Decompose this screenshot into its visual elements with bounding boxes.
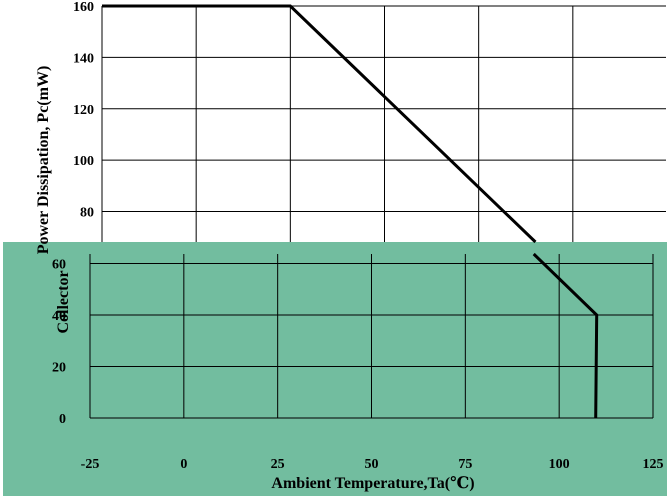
x-axis-label: Ambient Temperature,Ta(℃) — [271, 475, 474, 492]
y-tick-label: 80 — [80, 206, 94, 221]
vertical-gridlines — [89, 6, 654, 418]
y-tick-label: 40 — [52, 309, 66, 324]
y-tick-labels: 0 20 40 60 80 100 120 140 160 — [52, 0, 94, 427]
y-tick-label: 0 — [59, 412, 66, 427]
y-tick-label: 20 — [52, 361, 66, 376]
y-tick-label: 120 — [73, 103, 94, 118]
y-tick-label: 160 — [73, 0, 94, 15]
x-tick-label: 125 — [643, 457, 664, 472]
x-tick-label: 25 — [271, 457, 285, 472]
derating-curve — [102, 4, 599, 419]
x-tick-label: 0 — [180, 457, 187, 472]
x-tick-labels: -25 0 25 50 75 100 125 — [81, 457, 664, 472]
x-tick-label: 100 — [549, 457, 570, 472]
horizontal-gridlines — [90, 5, 666, 419]
y-axis-label-upper: Power Dissipation, Pc(mW) — [35, 66, 52, 255]
y-tick-label: 100 — [73, 154, 94, 169]
y-axis-label-lower: Collector — [55, 270, 72, 333]
x-tick-label: -25 — [81, 457, 100, 472]
y-tick-label: 60 — [52, 258, 66, 273]
x-tick-label: 50 — [365, 457, 379, 472]
y-tick-label: 140 — [73, 51, 94, 66]
lower-overlay-band — [3, 242, 667, 496]
x-tick-label: 75 — [458, 457, 472, 472]
